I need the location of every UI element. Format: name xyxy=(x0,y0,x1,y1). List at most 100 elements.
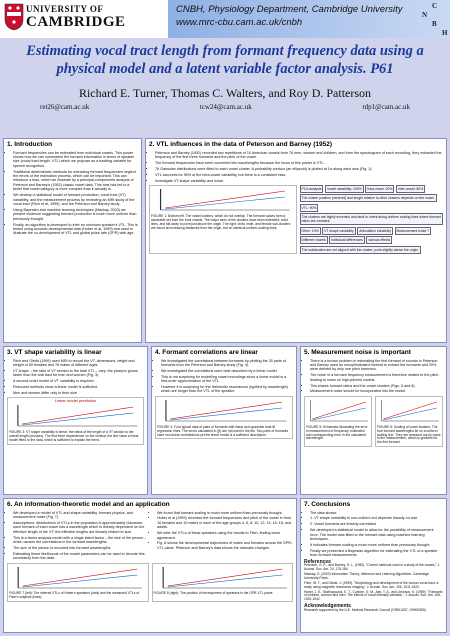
figure-sketch xyxy=(17,405,138,427)
acknowledgements: Research supported by the U.K. Medical R… xyxy=(304,607,426,612)
bullet: The noise in a formant frequency measure… xyxy=(310,373,443,382)
diagram-node: The subclusters are not aligned with the… xyxy=(299,245,421,254)
section: 2. VTL influences in the data of Peterso… xyxy=(145,138,447,343)
diagram-node: The cluster position (centroid) and leng… xyxy=(299,194,437,203)
figure-sketch xyxy=(17,566,142,588)
figure-sketch xyxy=(165,399,287,422)
bullet: 76 Gaussian distributions were fitted to… xyxy=(155,167,443,171)
bullet: Measurement noise should be incorporated… xyxy=(310,389,443,393)
figure-row: FIGURE 4: Four typical data of pairs of … xyxy=(155,395,293,440)
poster-title: Estimating vocal tract length from forma… xyxy=(26,43,424,77)
figure-row: FIGURE 5: Schematic illustrating the err… xyxy=(304,395,443,448)
section: 1. Introduction Formant frequencies can b… xyxy=(3,138,142,343)
bullet: Finally, an algorithm is developed to in… xyxy=(13,223,138,236)
figure: FIGURE 7 (left): The inferred VTLs of Hu… xyxy=(7,562,149,603)
bullet: We infer the VTLs of these speakers usin… xyxy=(157,531,293,540)
bullet: Traditional deterministic methods for ex… xyxy=(13,170,138,192)
section-heading: 6. An information-theoretic model and an… xyxy=(7,501,170,508)
bullet: A second-order model of VT variability i… xyxy=(13,379,144,383)
bullet: It indicates formant scaling is much mor… xyxy=(310,543,443,547)
bullet: Fig. 8 shows the developmental trajector… xyxy=(157,541,293,550)
diagram-node: various effects xyxy=(366,236,393,245)
bullet-list: Fitch and Giedd (1999) used MRI to recor… xyxy=(7,359,144,396)
bullet: This is not surprising for modelling vow… xyxy=(161,375,293,384)
figure: FIGURE 4: Four typical data of pairs of … xyxy=(155,395,293,440)
bullet-list: Peterson and Barney (1952) recorded two … xyxy=(149,151,443,183)
logo-letter: N xyxy=(422,11,428,19)
figure-caption: FIGURE 3: VT shape variability is linear… xyxy=(9,430,139,442)
bullet: We found that formant scaling is much mo… xyxy=(157,511,293,515)
section-heading: 7. Conclusions xyxy=(304,501,351,508)
reference: Fitch, W. T., and Giedd, J. (1999). "Mor… xyxy=(304,580,439,589)
bullet-list: Formant frequencies can be estimated fro… xyxy=(7,151,138,236)
diagram-node: Different vowels xyxy=(299,236,328,245)
bullet: This biases formant ratios and the vowel… xyxy=(310,384,443,388)
bullet: 1. VT shape variability is non-uniform b… xyxy=(310,516,443,520)
bullet: Peterson and Barney (1952) recorded two … xyxy=(155,151,443,160)
figure-caption: FIGURE 1: Bottom left. The vowel cluster… xyxy=(151,213,291,230)
bullet: The data shows: xyxy=(310,511,443,515)
bullet: Men and women differ only in their size. xyxy=(13,391,144,395)
bullet: There is a known problem in estimating t… xyxy=(310,359,443,372)
diagram-node: Vowel variability: 100% xyxy=(324,184,364,193)
figure-caption: FIGURE 7 (left): The inferred VTLs of Hu… xyxy=(9,591,140,600)
reference: Peterson, G. E., and Barney, H. L. (1952… xyxy=(304,563,441,571)
diagram-node: The clusters are highly eccentric and te… xyxy=(299,213,443,226)
logo-letter: B xyxy=(432,20,437,28)
bullet: VT shape – the ratio of VT section to th… xyxy=(13,369,144,378)
bullet: Fitch and Giedd (1999) used MRI to recor… xyxy=(13,359,144,368)
bullet: Estimating these likelihoods of the mode… xyxy=(13,552,149,561)
bullet-list: There is a known problem in estimating t… xyxy=(304,359,443,394)
diagram-node: VTL: 90% xyxy=(299,203,319,212)
diagram-node: Intra-vowel: 20% xyxy=(365,184,395,193)
section-heading: 4. Formant correlations are linear xyxy=(155,349,258,356)
bullet: Huber et al (1999) recorded the formant … xyxy=(157,516,293,529)
url: www.mrc-cbu.cam.ac.uk/cnbh xyxy=(176,17,303,28)
bullet: Investigate VT shape variability and noi… xyxy=(155,179,443,183)
email: rdp1@cam.ac.uk xyxy=(362,103,410,111)
acknowledgements-heading: Acknowledgements xyxy=(304,603,351,610)
figure-sketch xyxy=(381,399,439,422)
figure-row: FIGURE 1: Bottom left. The vowel cluster… xyxy=(149,184,443,254)
bullet: Using Bayesian and machine learning tech… xyxy=(13,208,138,221)
bullet: We developed a statistical model to allo… xyxy=(310,528,443,541)
bullet: Finally we presented a Bayesian algorith… xyxy=(310,549,443,558)
diagram-node: VT shape variability xyxy=(322,226,356,235)
figure-caption: FIGURE 8 (right): The position of develo… xyxy=(153,591,274,596)
figure-caption: FIGURE 4: Four typical data of pairs of … xyxy=(157,424,288,437)
bullet: The formant frequencies have been conver… xyxy=(155,161,443,165)
references-heading: References xyxy=(304,558,331,565)
bullet: We investigated the correlations between… xyxy=(161,359,293,368)
figure-title: Linear model prediction xyxy=(54,398,97,404)
figure: FIGURE 1: Bottom left. The vowel cluster… xyxy=(149,184,297,254)
emails: ret26@cam.ac.uk tcw24@cam.ac.uk rdp1@cam.a… xyxy=(40,103,410,111)
diagram-node: Articulation variability xyxy=(357,226,394,235)
figure-row: FIGURE 7 (left): The inferred VTLs of Hu… xyxy=(7,562,293,603)
logo-letter: C xyxy=(432,2,438,10)
figure-caption: FIGURE 6: Scaling of vowel clusters. The… xyxy=(377,424,441,445)
bullet: Resonant methods show a linear model is … xyxy=(13,385,144,389)
section-heading: 5. Measurement noise is important xyxy=(304,349,411,356)
section: 6. An information-theoretic model and an… xyxy=(3,498,297,633)
bullet: We developed a model of VTL and shape va… xyxy=(13,511,149,520)
diagram-node: Individual differences xyxy=(329,236,365,245)
diagram-node: Inter-vowel: 80% xyxy=(395,184,426,193)
university-shield xyxy=(4,3,24,31)
bullet: We investigated the correlations were be… xyxy=(161,369,293,373)
figure: FIGURE 5: Schematic illustrating the err… xyxy=(304,395,372,448)
diagram-node: PCA analysis xyxy=(299,184,324,193)
header-band xyxy=(168,0,450,38)
figure-sketch xyxy=(310,399,368,422)
diagram-node: Other: 10% xyxy=(299,226,321,235)
bullet: However it is surprising for the Helmhol… xyxy=(161,385,293,394)
bullet: VTL accounts for 90% of the intra-vowel … xyxy=(155,173,443,177)
figure-sketch xyxy=(159,188,290,211)
figure: FIGURE 8 (right): The position of develo… xyxy=(151,562,293,603)
diagram: PCA analysis Vowel variability: 100% Intra… xyxy=(299,184,443,254)
section: 4. Formant correlations are linear We inv… xyxy=(151,346,297,495)
bullet: This is a factor analysis model with a s… xyxy=(13,536,149,545)
figure-caption: FIGURE 5: Schematic illustrating the err… xyxy=(306,424,368,441)
reference: Huber, J. E., Stathopoulos, E. T., Curio… xyxy=(304,589,443,602)
bullet-list: We developed a model of VTL and shape va… xyxy=(7,511,293,561)
